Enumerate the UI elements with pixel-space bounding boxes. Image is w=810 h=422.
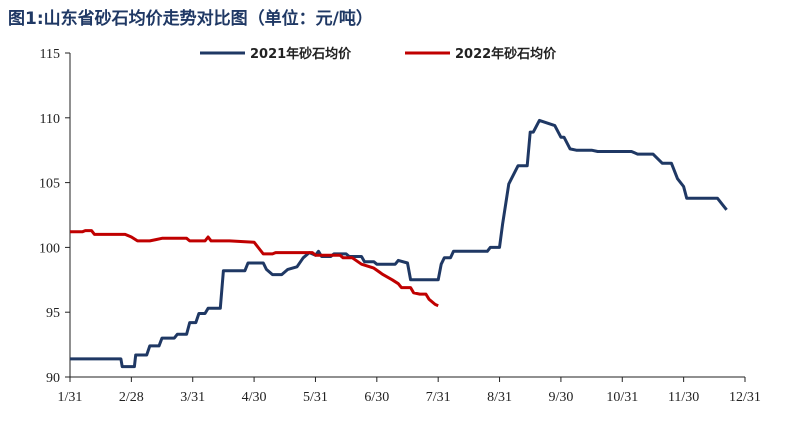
series-lines — [70, 118, 728, 369]
x-tick-label: 7/31 — [426, 390, 451, 405]
x-tick-label: 1/31 — [58, 390, 83, 405]
x-tick-label: 8/31 — [487, 390, 512, 405]
x-tick-label: 11/30 — [668, 390, 699, 405]
x-tick-label: 6/30 — [364, 390, 389, 405]
series-line-2 — [70, 229, 439, 308]
y-tick-label: 90 — [46, 371, 60, 386]
legend: 2021年砂石均价 2022年砂石均价 — [200, 46, 557, 62]
x-tick-label: 9/30 — [548, 390, 573, 405]
y-tick-label: 100 — [39, 241, 60, 256]
legend-label-2: 2022年砂石均价 — [455, 46, 557, 62]
y-tick-label: 110 — [40, 112, 60, 127]
y-tick-label: 105 — [39, 177, 60, 192]
legend-label-1: 2021年砂石均价 — [250, 46, 352, 62]
x-tick-label: 12/31 — [729, 390, 761, 405]
chart-title: 图1:山东省砂石均价走势对比图（单位：元/吨） — [8, 9, 373, 29]
y-tick-label: 95 — [46, 306, 60, 321]
series-line-1 — [70, 118, 728, 369]
x-tick-label: 3/31 — [180, 390, 205, 405]
x-tick-label: 4/30 — [242, 390, 267, 405]
x-tick-label: 2/28 — [119, 390, 144, 405]
axes: 90 95 100 105 110 115 1/31 2/28 3/31 4/30 5/31 6/30… — [39, 47, 761, 405]
x-tick-label: 10/31 — [606, 390, 638, 405]
y-tick-label: 115 — [40, 47, 60, 62]
x-tick-label: 5/31 — [303, 390, 328, 405]
